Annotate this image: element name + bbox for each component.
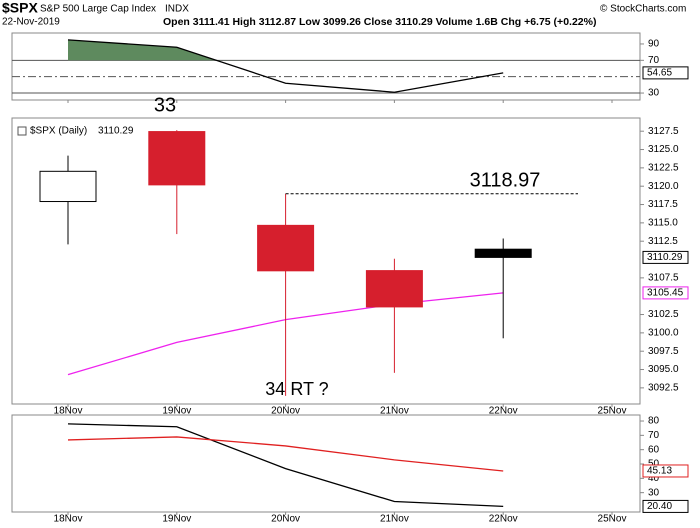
x-tick-label: 19Nov (162, 406, 191, 417)
credit: © StockCharts.com (600, 4, 686, 15)
value-box (642, 499, 689, 513)
legend-icon (17, 126, 27, 136)
candle-body (39, 170, 97, 203)
area (68, 39, 217, 61)
x-tick-label: 21Nov (380, 514, 409, 525)
line (67, 39, 504, 93)
x-tick-label: 20Nov (271, 514, 300, 525)
y-tick-label: 90 (648, 39, 660, 50)
y-tick-label: 3122.5 (648, 163, 679, 174)
x-tick-label: 25Nov (598, 514, 627, 525)
panel-frame (11, 117, 641, 405)
symbol: $SPX (2, 0, 38, 16)
x-tick-label: 21Nov (380, 406, 409, 417)
line (67, 423, 504, 508)
legend: $SPX (Daily) (30, 126, 87, 137)
y-tick-label: 3127.5 (648, 126, 679, 137)
value-label: 45.13 (647, 466, 672, 477)
y-tick-label: 3100.0 (648, 328, 679, 339)
y-tick-label: 3107.5 (648, 273, 679, 284)
y-tick-label: 3120.0 (648, 181, 679, 192)
x-tick-label: 18Nov (54, 514, 83, 525)
value-box (642, 66, 689, 80)
y-tick-label: 70 (648, 55, 660, 66)
x-tick-label: 18Nov (54, 406, 83, 417)
candle-body (257, 224, 315, 272)
value-box (642, 286, 689, 300)
exchange: INDX (165, 4, 189, 15)
value-box (642, 250, 689, 264)
value-label: 3105.45 (647, 288, 684, 299)
y-tick-label: 3095.0 (648, 364, 679, 375)
annotation: 34 RT ? (265, 379, 328, 399)
y-tick-label: 60 (648, 444, 660, 455)
value-label: 3110.29 (647, 252, 683, 263)
line (67, 436, 504, 472)
y-tick-label: 70 (648, 430, 660, 441)
index-name: S&P 500 Large Cap Index (40, 4, 156, 15)
x-tick-label: 20Nov (271, 406, 300, 417)
candle-body (365, 270, 423, 308)
y-tick-label: 3092.5 (648, 383, 679, 394)
x-tick-label: 22Nov (489, 406, 518, 417)
quote: Open 3111.41 High 3112.87 Low 3099.26 Cl… (163, 16, 596, 28)
y-tick-label: 3125.0 (648, 144, 679, 155)
candle-body (474, 248, 532, 258)
y-tick-label: 50 (648, 459, 660, 470)
legend-value: 3110.29 (98, 126, 134, 137)
y-tick-label: 3097.5 (648, 346, 679, 357)
candle-body (148, 131, 206, 186)
value-box (642, 464, 689, 478)
value-label: 20.40 (647, 501, 672, 512)
y-tick-label: 3102.5 (648, 309, 679, 320)
y-tick-label: 30 (648, 487, 660, 498)
date: 22-Nov-2019 (2, 17, 60, 28)
y-tick-label: 80 (648, 416, 660, 427)
y-tick-label: 30 (648, 88, 660, 99)
y-tick-label: 3115.0 (648, 218, 678, 229)
x-tick-label: 19Nov (162, 514, 191, 525)
y-tick-label: 3112.5 (648, 236, 678, 247)
y-tick-label: 3117.5 (648, 199, 678, 210)
x-tick-label: 25Nov (598, 406, 627, 417)
panel-frame (11, 32, 641, 101)
y-tick-label: 40 (648, 473, 660, 484)
annotation: 3118.97 (470, 169, 541, 191)
x-tick-label: 22Nov (489, 514, 518, 525)
value-label: 54.65 (647, 68, 672, 79)
annotation: 33 (154, 94, 176, 116)
panel-frame (11, 414, 641, 513)
